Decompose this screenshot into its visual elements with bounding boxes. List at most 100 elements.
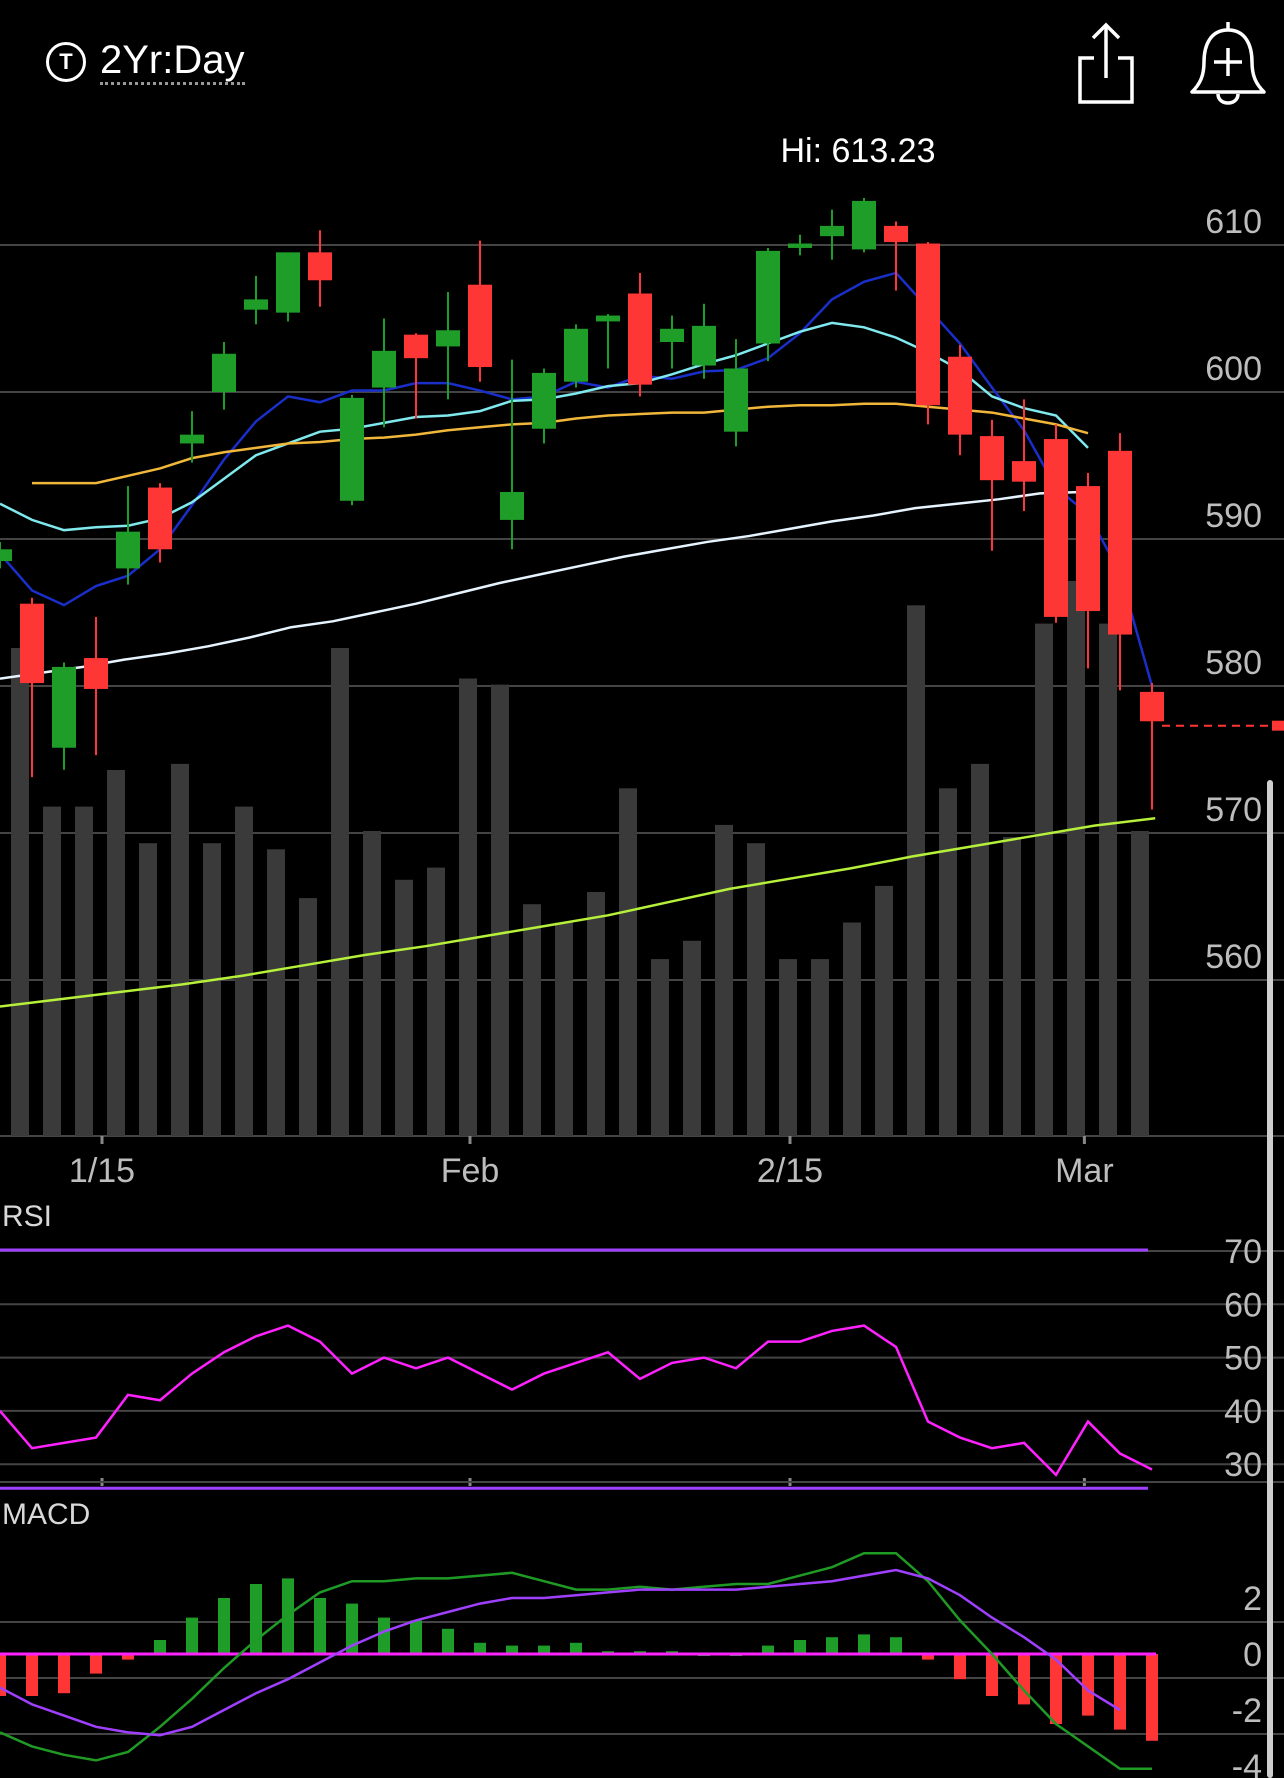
- macd-histogram-bar: [122, 1654, 134, 1660]
- candle-up: [756, 247, 780, 362]
- macd-histogram-bar: [858, 1634, 870, 1654]
- macd-histogram-bar: [410, 1620, 422, 1654]
- date-tick-label: 1/15: [69, 1152, 135, 1190]
- rsi-title: RSI: [2, 1200, 52, 1233]
- candle-up: [212, 342, 236, 410]
- volume-bar: [619, 788, 637, 1136]
- macd-tick-label: 0: [1243, 1636, 1262, 1674]
- candle-body: [52, 666, 76, 748]
- macd-histogram-bar: [90, 1654, 102, 1674]
- volume-bar: [683, 940, 701, 1136]
- date-tick-label: Feb: [441, 1152, 500, 1190]
- macd-line: [0, 1551, 1152, 1771]
- price-tick-label: 570: [1205, 791, 1262, 829]
- volume-bar: [875, 885, 893, 1136]
- price-tick-label: 600: [1205, 350, 1262, 388]
- macd-histogram-bar: [762, 1645, 774, 1654]
- candle-body: [148, 487, 172, 550]
- volume-bar: [299, 898, 317, 1136]
- macd-histogram-bar: [346, 1603, 358, 1654]
- volume-bar: [235, 806, 253, 1136]
- rsi-tick-label: 60: [1224, 1286, 1262, 1324]
- candle-body: [1012, 461, 1036, 482]
- price-candles: [0, 197, 1164, 810]
- candle-up: [820, 209, 844, 260]
- candle-down: [1044, 424, 1068, 623]
- candle-down: [980, 419, 1004, 551]
- candle-up: [0, 541, 12, 569]
- volume-bar: [75, 806, 93, 1136]
- rsi-tick-label: 40: [1224, 1393, 1262, 1431]
- alert-button[interactable]: [1180, 20, 1276, 106]
- candle-body: [596, 315, 620, 322]
- macd-histogram-bar: [218, 1598, 230, 1654]
- macd-title: MACD: [2, 1498, 90, 1531]
- candle-body: [948, 356, 972, 435]
- candle-down: [628, 272, 652, 397]
- date-tick-label: Mar: [1055, 1152, 1114, 1190]
- candle-body: [20, 603, 44, 684]
- candle-up: [788, 234, 812, 256]
- candle-down: [948, 344, 972, 456]
- candle-body: [404, 334, 428, 359]
- volume-bar: [363, 831, 381, 1136]
- candle-up: [436, 292, 460, 400]
- candle-body: [116, 531, 140, 569]
- candle-body: [0, 549, 12, 562]
- macd-histogram-bar: [1050, 1654, 1062, 1724]
- volume-bar: [331, 648, 349, 1136]
- macd-histogram-bar: [922, 1654, 934, 1660]
- candle-body: [916, 243, 940, 406]
- price-tick-label: 610: [1205, 203, 1262, 241]
- volume-bar: [1099, 623, 1117, 1136]
- macd-histogram-bar: [794, 1640, 806, 1654]
- volume-bar: [43, 806, 61, 1136]
- volume-bar: [1131, 831, 1149, 1136]
- candle-body: [1076, 486, 1100, 612]
- candle-body: [308, 252, 332, 281]
- candle-body: [820, 225, 844, 237]
- candle-body: [884, 225, 908, 243]
- macd-histogram-bar: [1018, 1654, 1030, 1705]
- volume-bar: [171, 763, 189, 1136]
- candle-down: [84, 616, 108, 756]
- candle-down: [148, 483, 172, 563]
- candle-down: [1108, 433, 1132, 691]
- candle-up: [724, 339, 748, 447]
- volume-bar: [1003, 837, 1021, 1136]
- moving-average-line-ma_slow: [32, 402, 1089, 485]
- macd-histogram-bar: [186, 1617, 198, 1654]
- share-button[interactable]: [1074, 20, 1138, 106]
- candle-body: [1108, 450, 1132, 635]
- price-tick-label: 560: [1205, 938, 1262, 976]
- candle-body: [1044, 439, 1068, 617]
- volume-bar: [11, 648, 29, 1136]
- candle-body: [468, 284, 492, 368]
- macd-histogram-bar: [1082, 1654, 1094, 1716]
- candle-body: [436, 330, 460, 347]
- macd-histogram-bar: [890, 1637, 902, 1654]
- date-axis: 1/15 Feb 2/15 Mar: [69, 1136, 1114, 1486]
- candle-down: [1012, 399, 1036, 512]
- candle-body: [564, 328, 588, 382]
- candle-up: [692, 303, 716, 379]
- candle-body: [756, 250, 780, 344]
- rsi-tick-label: 50: [1224, 1340, 1262, 1378]
- rsi-panel: RSI 30 40 50 60 70: [0, 1200, 1284, 1490]
- volume-bar: [651, 959, 669, 1136]
- macd-histogram-bar: [1114, 1654, 1126, 1730]
- macd-histogram-bar: [154, 1640, 166, 1654]
- candle-body: [724, 368, 748, 432]
- candle-down: [1140, 683, 1164, 810]
- vertical-scrollbar[interactable]: [1267, 780, 1273, 1778]
- candle-body: [1140, 691, 1164, 722]
- candle-body: [788, 243, 812, 248]
- candle-body: [500, 491, 524, 520]
- candle-body: [212, 353, 236, 392]
- timeframe-selector[interactable]: T 2Yr:Day: [46, 38, 245, 85]
- macd-histogram-bar: [1146, 1654, 1158, 1741]
- macd-histogram-bar: [474, 1642, 486, 1654]
- volume-bar: [971, 763, 989, 1136]
- candle-up: [116, 486, 140, 585]
